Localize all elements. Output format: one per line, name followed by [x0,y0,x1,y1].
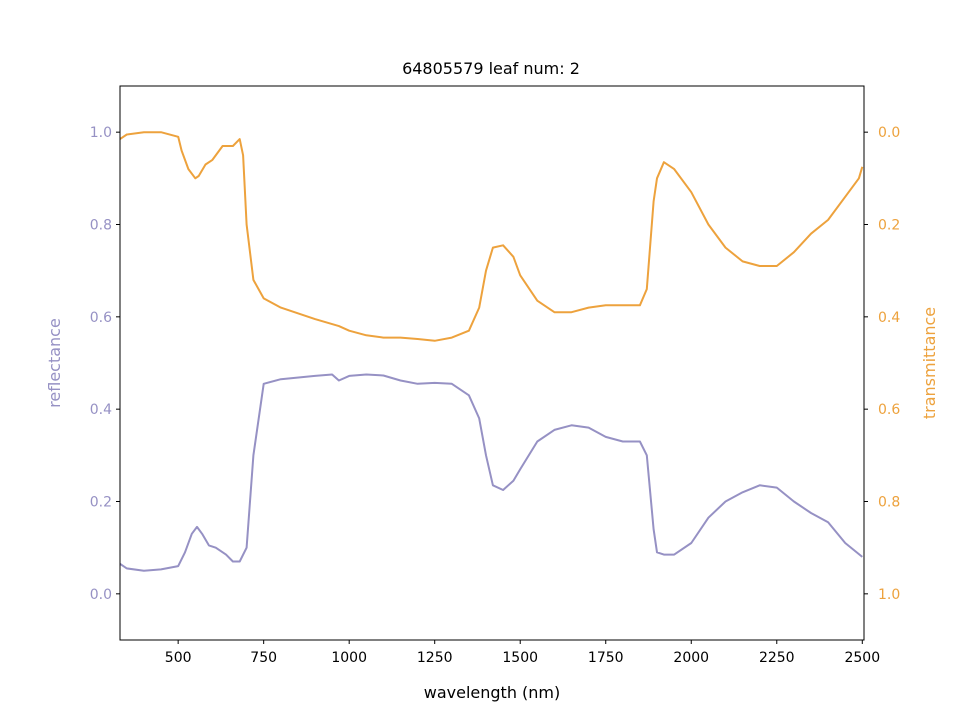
plot-lines [119,131,864,572]
x-tick-label: 2250 [759,650,795,666]
x-tick-label: 2000 [673,650,709,666]
right-tick-label: 0.6 [878,402,900,418]
x-tick-label: 500 [165,650,192,666]
left-tick-label: 0.6 [90,310,112,326]
x-tick-label: 2500 [844,650,880,666]
right-axis-ticks: 0.0 0.2 0.4 0.6 0.8 1.0 [864,125,900,603]
x-tick-label: 1250 [417,650,453,666]
right-tick-label: 0.4 [878,310,900,326]
left-tick-label: 0.2 [90,495,112,511]
left-tick-label: 0.4 [90,402,112,418]
x-tick-label: 1000 [331,650,367,666]
right-axis-label: transmittance [920,307,939,419]
left-axis-label: reflectance [45,318,64,408]
right-tick-label: 0.2 [878,218,900,234]
right-tick-label: 1.0 [878,587,900,603]
right-tick-label: 0.0 [878,125,900,141]
reflectance-line [119,373,863,572]
chart-title: 64805579 leaf num: 2 [402,59,580,78]
left-tick-label: 1.0 [90,125,112,141]
plot-frame [119,85,865,641]
x-axis-ticks: 500 750 1000 1250 1500 1750 2000 2250 2500 [165,640,880,666]
transmittance-line [119,131,864,342]
x-tick-label: 750 [250,650,277,666]
left-tick-label: 0.8 [90,218,112,234]
x-tick-label: 1500 [502,650,538,666]
left-tick-label: 0.0 [90,587,112,603]
right-tick-label: 0.8 [878,495,900,511]
x-tick-label: 1750 [588,650,624,666]
x-axis-label: wavelength (nm) [424,683,561,702]
left-axis-ticks: 0.0 0.2 0.4 0.6 0.8 1.0 [90,125,120,603]
